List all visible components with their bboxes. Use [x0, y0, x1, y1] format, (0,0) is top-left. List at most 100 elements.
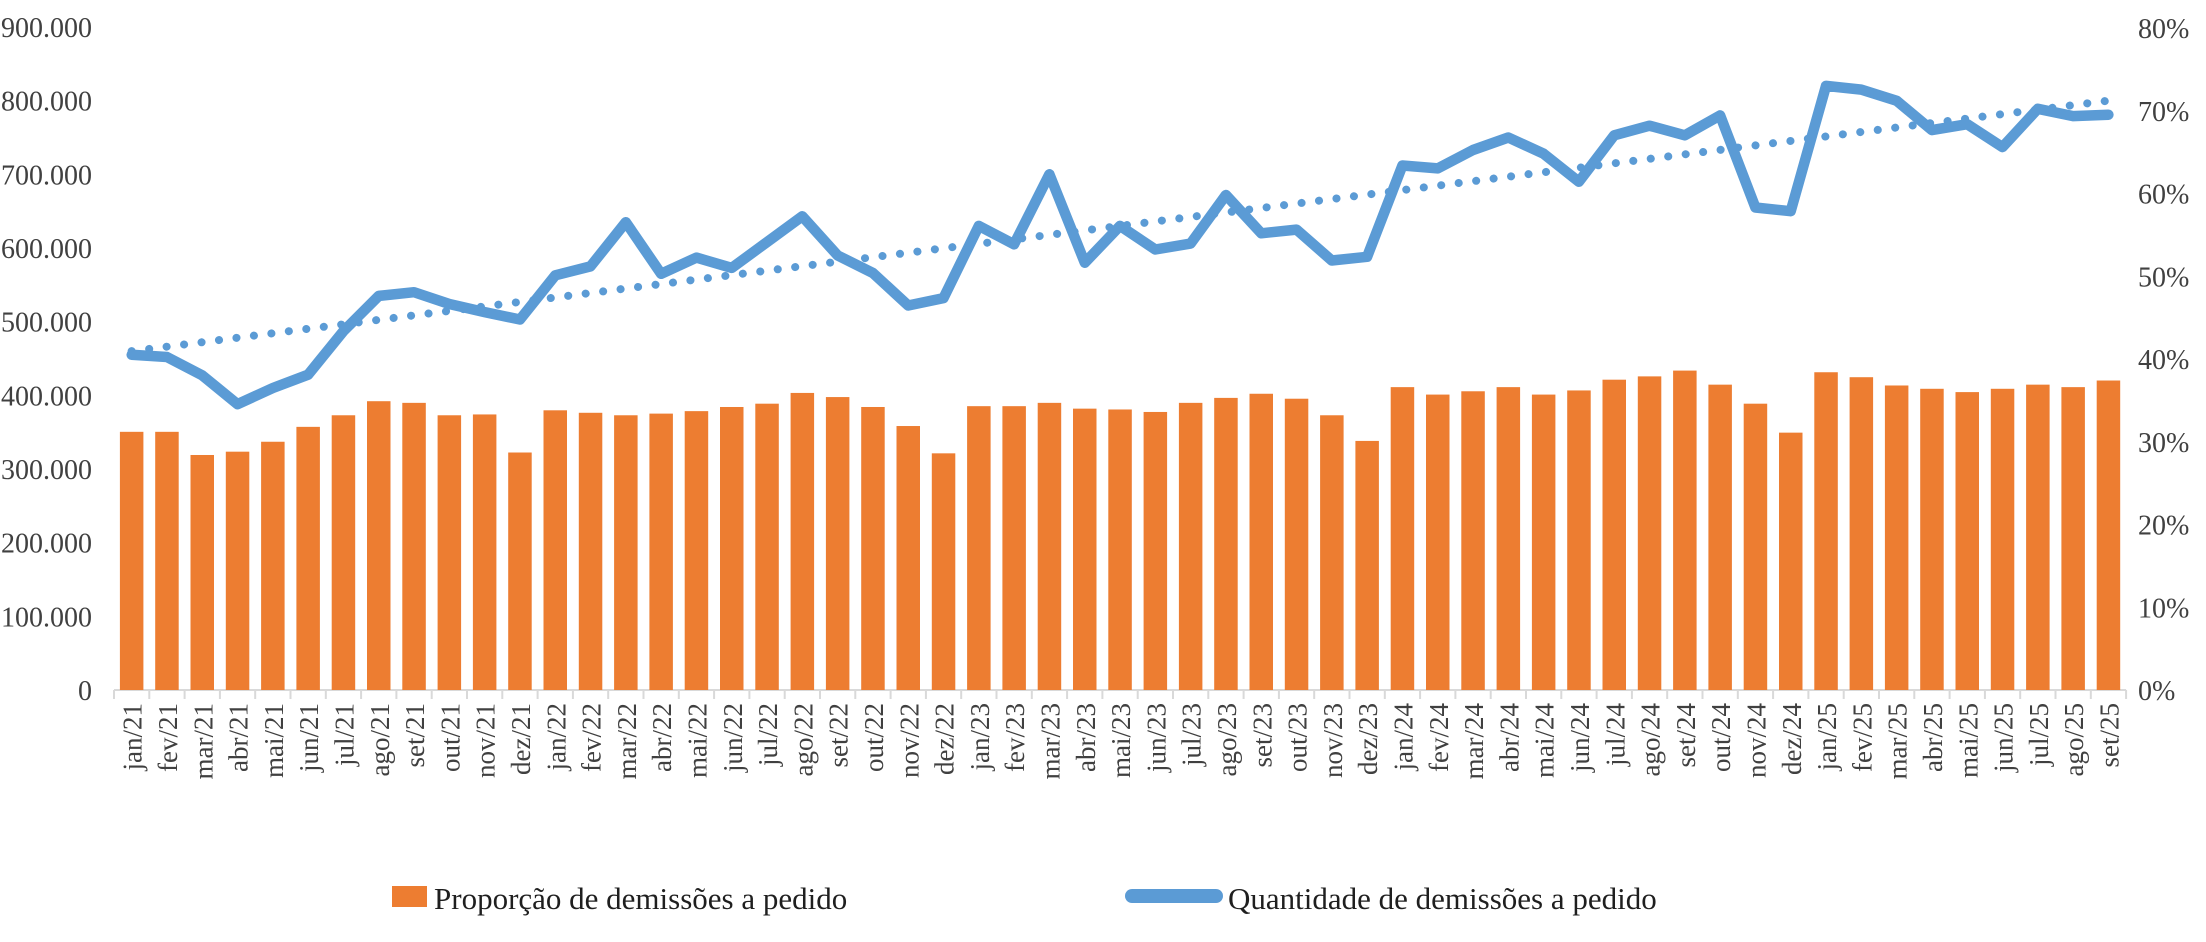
y-axis-label-right: 10%: [2138, 593, 2189, 624]
proportion-bar: [1955, 392, 1979, 690]
x-axis-label: mai/23: [1106, 703, 1136, 778]
x-axis-label: mar/24: [1459, 703, 1489, 780]
proportion-bar: [543, 410, 567, 690]
x-axis-label: abr/24: [1494, 703, 1524, 772]
x-axis-label: mar/22: [612, 703, 642, 779]
proportion-bar: [649, 413, 673, 690]
x-axis-label: mar/21: [188, 703, 218, 779]
x-axis-label: mai/24: [1530, 703, 1560, 778]
x-axis-label: dez/21: [506, 703, 536, 775]
x-axis-label: jun/25: [1989, 703, 2019, 773]
x-axis-label: jan/22: [541, 703, 571, 772]
bar-legend-swatch-icon: [392, 886, 427, 907]
proportion-bar: [967, 406, 991, 690]
x-axis-label: ago/22: [788, 703, 818, 777]
proportion-bar: [2026, 384, 2050, 690]
y-axis-label-left: 400.000: [1, 381, 92, 412]
proportion-bar: [861, 406, 885, 690]
x-axis-label: mai/22: [682, 703, 712, 778]
proportion-bar: [1920, 388, 1944, 690]
proportion-bar: [1249, 393, 1273, 690]
x-axis-label: nov/21: [471, 703, 501, 778]
proportion-bar: [578, 412, 603, 690]
legend: Proporção de demissões a pedido Quantida…: [392, 881, 1657, 916]
proportion-bar: [790, 392, 815, 690]
y-axis-label-right: 70%: [2138, 97, 2189, 128]
proportion-bar: [2096, 380, 2121, 690]
x-axis-label: nov/23: [1318, 703, 1348, 778]
proportion-bar: [1214, 397, 1238, 690]
x-axis-label: nov/22: [894, 703, 924, 778]
proportion-bar: [190, 454, 214, 690]
proportion-bar: [1743, 403, 1768, 690]
proportion-bar: [1461, 391, 1485, 690]
bar-legend-label: Proporção de demissões a pedido: [434, 881, 847, 916]
x-axis-label: out/24: [1706, 703, 1736, 773]
proportion-bar: [402, 402, 426, 690]
proportion-bar: [261, 441, 285, 690]
x-axis-label: jul/21: [329, 703, 359, 767]
x-axis-label: jan/25: [1812, 703, 1842, 772]
proportion-bar: [296, 426, 320, 690]
x-axis-label: jul/22: [753, 703, 783, 767]
x-axis-label: abr/21: [224, 703, 254, 772]
x-axis-label: mai/21: [259, 703, 289, 778]
x-axis-label: jun/22: [718, 703, 748, 773]
y-axis-label-right: 30%: [2138, 428, 2189, 459]
y-axis-label-right: 60%: [2138, 180, 2189, 211]
proportion-bar: [720, 406, 744, 690]
x-axis-label: set/24: [1671, 703, 1701, 768]
proportion-bar: [119, 431, 144, 690]
x-axis-label: fev/21: [153, 703, 183, 772]
proportion-bar: [2061, 387, 2085, 690]
proportion-bar: [1355, 440, 1379, 690]
proportion-bar: [1814, 372, 1838, 690]
y-axis-label-right: 80%: [2138, 14, 2189, 45]
x-axis-label: out/21: [435, 703, 465, 772]
proportion-bar: [1178, 402, 1203, 690]
proportion-bars-series: [119, 370, 2121, 690]
y-axis-label-left: 100.000: [1, 602, 92, 633]
x-axis-label: jan/23: [965, 703, 995, 772]
x-axis-label: abr/22: [647, 703, 677, 772]
y-axis-label-left: 0: [78, 676, 92, 707]
x-axis-label: jun/24: [1565, 703, 1595, 774]
proportion-bar: [1567, 390, 1591, 690]
x-axis-label: nov/24: [1741, 703, 1771, 779]
y-axis-label-right: 40%: [2138, 345, 2189, 376]
proportion-bar: [1496, 387, 1521, 690]
proportion-bar: [1531, 394, 1556, 690]
proportion-bar: [1673, 370, 1697, 690]
x-axis-label: set/25: [2094, 703, 2124, 768]
proportion-bar: [155, 431, 179, 690]
x-axis-label: dez/22: [930, 703, 960, 775]
proportion-bar: [1390, 387, 1415, 690]
x-axis-label: jul/23: [1177, 703, 1207, 767]
proportion-bar: [1779, 432, 1803, 690]
proportion-bar: [225, 451, 250, 690]
proportion-bar: [1426, 394, 1450, 690]
proportion-bar: [508, 452, 532, 690]
x-axis-label: set/23: [1247, 703, 1277, 768]
proportion-bar: [1143, 411, 1168, 690]
proportion-bar: [684, 411, 709, 690]
y-axis-label-right: 20%: [2138, 511, 2189, 542]
proportion-bar: [437, 415, 462, 690]
proportion-bar: [1637, 376, 1662, 690]
x-axis-label: dez/24: [1777, 703, 1807, 775]
y-axis-label-left: 900.000: [1, 13, 92, 44]
x-axis-label: ago/24: [1636, 703, 1666, 777]
y-axis-label-left: 800.000: [1, 87, 92, 118]
x-axis-label: mai/25: [1953, 703, 1983, 778]
y-axis-label-left: 200.000: [1, 529, 92, 560]
y-axis-label-left: 600.000: [1, 234, 92, 265]
proportion-bar: [1849, 377, 1874, 690]
proportion-bar: [1073, 408, 1097, 690]
quantity-line: [126, 80, 2114, 410]
y-axis-label-right: 50%: [2138, 262, 2189, 293]
proportion-bar: [614, 415, 638, 690]
proportion-bar: [1002, 406, 1026, 690]
x-axis-label: abr/23: [1071, 703, 1101, 772]
proportion-bar: [1884, 385, 1909, 690]
